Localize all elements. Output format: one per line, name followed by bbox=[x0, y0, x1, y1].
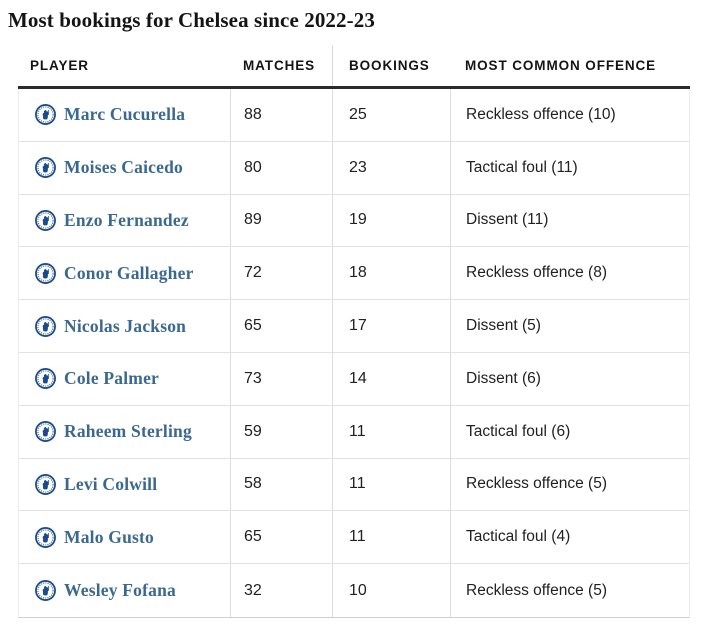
table-row: Moises Caicedo 80 23 Tactical foul (11) bbox=[19, 141, 689, 195]
matches-cell: 59 bbox=[230, 405, 332, 458]
player-cell: Marc Cucurella bbox=[19, 89, 230, 141]
column-header-matches: MATCHES bbox=[243, 58, 316, 73]
offence-cell: Reckless offence (5) bbox=[450, 564, 689, 617]
chelsea-crest-icon bbox=[35, 421, 56, 442]
chelsea-crest-icon bbox=[35, 157, 56, 178]
player-cell: Malo Gusto bbox=[19, 511, 230, 563]
chelsea-crest-icon bbox=[35, 474, 56, 495]
player-link[interactable]: Levi Colwill bbox=[64, 473, 158, 494]
column-header-offence: MOST COMMON OFFENCE bbox=[465, 58, 657, 73]
table-row: Cole Palmer 73 14 Dissent (6) bbox=[19, 352, 689, 406]
bookings-cell: 14 bbox=[332, 352, 450, 405]
player-link[interactable]: Marc Cucurella bbox=[64, 104, 186, 125]
player-cell: Nicolas Jackson bbox=[19, 300, 230, 352]
player-cell: Cole Palmer bbox=[19, 353, 230, 405]
player-cell: Moises Caicedo bbox=[19, 142, 230, 194]
matches-cell: 88 bbox=[230, 89, 332, 141]
chelsea-crest-icon bbox=[35, 527, 56, 548]
bookings-cell: 19 bbox=[332, 194, 450, 247]
chelsea-crest-icon bbox=[35, 316, 56, 337]
offence-cell: Tactical foul (11) bbox=[450, 141, 689, 194]
offence-cell: Tactical foul (4) bbox=[450, 511, 689, 564]
table-row: Nicolas Jackson 65 17 Dissent (5) bbox=[19, 300, 689, 353]
chelsea-crest-icon bbox=[35, 368, 56, 389]
player-cell: Raheem Sterling bbox=[19, 406, 230, 458]
player-link[interactable]: Cole Palmer bbox=[64, 368, 160, 389]
player-link[interactable]: Enzo Fernandez bbox=[64, 209, 189, 230]
page-title: Most bookings for Chelsea since 2022-23 bbox=[8, 8, 375, 32]
table-row: Marc Cucurella 88 25 Reckless offence (1… bbox=[19, 89, 689, 142]
matches-cell: 80 bbox=[230, 141, 332, 194]
offence-cell: Dissent (6) bbox=[450, 352, 689, 405]
table-row: Wesley Fofana 32 10 Reckless offence (5) bbox=[19, 564, 689, 617]
bookings-cell: 11 bbox=[332, 511, 450, 564]
chelsea-crest-icon bbox=[35, 104, 56, 125]
offence-cell: Dissent (5) bbox=[450, 300, 689, 352]
bookings-cell: 11 bbox=[332, 458, 450, 511]
matches-cell: 73 bbox=[230, 352, 332, 405]
offence-cell: Reckless offence (5) bbox=[450, 458, 689, 511]
matches-cell: 89 bbox=[230, 194, 332, 247]
chelsea-crest-icon bbox=[35, 263, 56, 284]
table-row: Levi Colwill 58 11 Reckless offence (5) bbox=[19, 458, 689, 512]
bookings-cell: 18 bbox=[332, 247, 450, 300]
bookings-cell: 17 bbox=[332, 300, 450, 352]
offence-cell: Reckless offence (8) bbox=[450, 247, 689, 300]
matches-cell: 58 bbox=[230, 458, 332, 511]
column-header-bookings: BOOKINGS bbox=[332, 45, 450, 86]
bookings-cell: 25 bbox=[332, 89, 450, 141]
chelsea-crest-icon bbox=[35, 580, 56, 601]
bookings-table: PLAYER MATCHES BOOKINGS MOST COMMON OFFE… bbox=[18, 45, 690, 618]
matches-cell: 65 bbox=[230, 300, 332, 352]
table-row: Raheem Sterling 59 11 Tactical foul (6) bbox=[19, 405, 689, 459]
matches-cell: 65 bbox=[230, 511, 332, 564]
player-cell: Enzo Fernandez bbox=[19, 195, 230, 247]
player-link[interactable]: Malo Gusto bbox=[64, 526, 154, 547]
table-body: Marc Cucurella 88 25 Reckless offence (1… bbox=[18, 89, 690, 618]
table-row: Malo Gusto 65 11 Tactical foul (4) bbox=[19, 511, 689, 565]
matches-cell: 32 bbox=[230, 564, 332, 617]
player-link[interactable]: Conor Gallagher bbox=[64, 262, 194, 283]
player-cell: Wesley Fofana bbox=[19, 564, 230, 617]
bookings-cell: 23 bbox=[332, 141, 450, 194]
table-row: Conor Gallagher 72 18 Reckless offence (… bbox=[19, 247, 689, 301]
player-link[interactable]: Wesley Fofana bbox=[64, 580, 176, 601]
bookings-cell: 11 bbox=[332, 405, 450, 458]
offence-cell: Reckless offence (10) bbox=[450, 89, 689, 141]
player-cell: Levi Colwill bbox=[19, 459, 230, 511]
player-link[interactable]: Nicolas Jackson bbox=[64, 315, 187, 336]
player-link[interactable]: Moises Caicedo bbox=[64, 157, 183, 178]
column-header-player: PLAYER bbox=[30, 58, 89, 73]
player-cell: Conor Gallagher bbox=[19, 247, 230, 299]
offence-cell: Dissent (11) bbox=[450, 194, 689, 247]
table-header-row: PLAYER MATCHES BOOKINGS MOST COMMON OFFE… bbox=[18, 45, 690, 89]
offence-cell: Tactical foul (6) bbox=[450, 405, 689, 458]
chelsea-crest-icon bbox=[35, 210, 56, 231]
matches-cell: 72 bbox=[230, 247, 332, 300]
player-link[interactable]: Raheem Sterling bbox=[64, 421, 192, 442]
bookings-cell: 10 bbox=[332, 564, 450, 617]
table-row: Enzo Fernandez 89 19 Dissent (11) bbox=[19, 194, 689, 248]
